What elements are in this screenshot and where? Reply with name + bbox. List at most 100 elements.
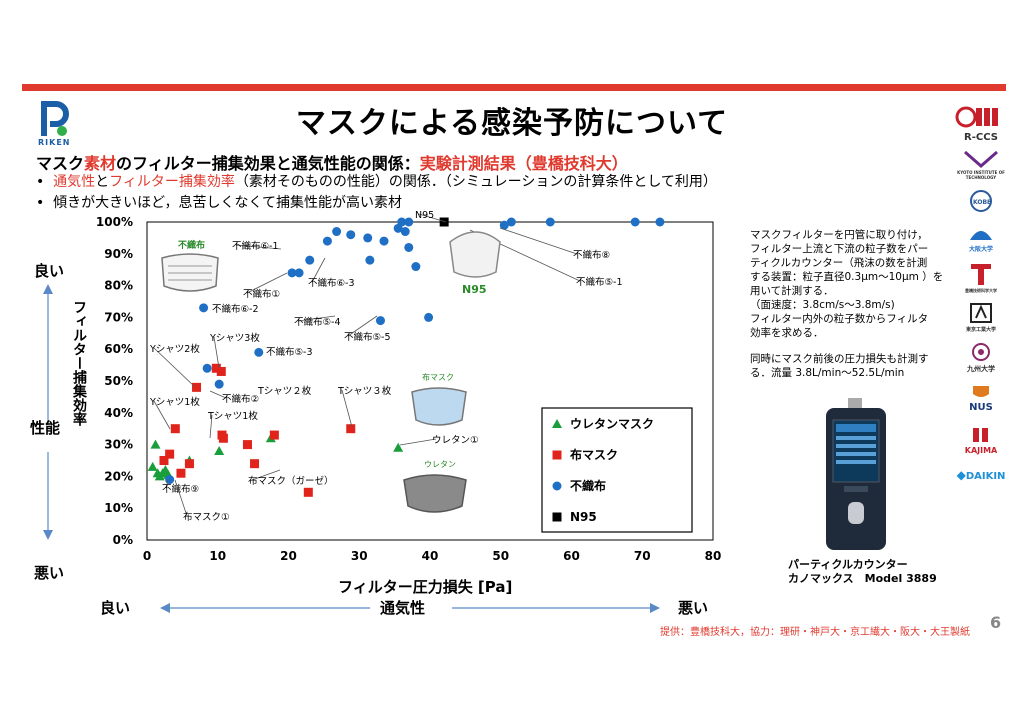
x-tick-label: 80 <box>705 549 722 563</box>
measurement-note: マスクフィルターを円管に取り付け， フィルター上流と下流の粒子数をパー ティクルカウ… <box>750 228 980 380</box>
scatter-point <box>216 366 226 376</box>
bullet-2: • 傾きが大きいほど，息苦しくなくて捕集性能が高い素材 <box>36 195 403 211</box>
y-axis-title: フィルター捕集効率 <box>71 300 87 426</box>
scatter-point <box>165 449 175 459</box>
note-line: 用いて計測する． <box>750 285 834 297</box>
scatter-point <box>655 217 665 227</box>
subtitle-part: のフィルター捕集効果と通気性能の関係： <box>116 154 420 173</box>
annotation-label: Yシャツ2枚 <box>149 343 200 355</box>
logo-r-ccs: R-CCS <box>952 104 1010 143</box>
scatter-point <box>397 217 407 227</box>
label-ventilation: 通気性 <box>380 599 426 617</box>
y-tick-label: 60% <box>104 342 133 356</box>
scatter-point <box>269 430 279 440</box>
y-tick-label: 10% <box>104 501 133 515</box>
scatter-point <box>630 217 640 227</box>
scatter-point <box>294 268 304 278</box>
scatter-point <box>218 433 228 443</box>
scatter-point <box>379 236 389 246</box>
bullet-part: と <box>95 174 110 190</box>
annotation-leader-line <box>311 257 326 283</box>
logo-text: R-CCS <box>964 132 998 143</box>
logo-text: KAJIMA <box>964 446 998 455</box>
annotation-leader-line <box>209 414 213 439</box>
logo-text: NUS <box>969 402 993 413</box>
urethane-mask-illustration: ウレタン <box>403 460 467 513</box>
note-line: ティクルカウンター（飛沫の数を計測 <box>750 257 928 269</box>
mask-label-cloth: 布マスク <box>422 372 454 382</box>
mask-label-urethane: ウレタン <box>424 460 456 469</box>
bullet-part: フィルター捕集効率 <box>109 174 235 190</box>
logo-kit: KYOTO INSTITUTE OF TECHNOLOGY <box>952 150 1010 186</box>
nonwoven-mask-illustration: 不織布 <box>161 239 219 292</box>
scatter-point <box>400 227 410 237</box>
subtitle-part: 素材 <box>84 154 117 173</box>
scatter-point <box>254 347 264 357</box>
note-line: マスクフィルターを円管に取り付け， <box>750 229 928 241</box>
logo-nus: NUS <box>952 384 1010 420</box>
scatter-point <box>214 445 225 455</box>
subtitle-part: 実験計測結果（豊橋技科大） <box>419 154 628 173</box>
label-good-left: 良い <box>100 599 131 617</box>
note-line: 同時にマスク前後の圧力損失も計測す <box>750 353 929 365</box>
y-tick-label: 90% <box>104 247 133 261</box>
annotation-label: N95 <box>415 210 434 221</box>
annotation-label: 布マスク① <box>183 511 230 523</box>
device-caption-2: カノマックス Model 3889 <box>788 572 937 585</box>
riken-logo-text: RIKEN <box>38 138 71 147</box>
mask-label-n95: N95 <box>462 283 487 296</box>
logo-text: 九州大学 <box>967 365 995 373</box>
logo-daikin: ◆DAIKIN <box>956 468 1006 482</box>
annotation-leader-line <box>213 336 220 369</box>
note-line: る．流量 3.8L/min～52.5L/min <box>750 367 905 379</box>
annotation-label: 不織布② <box>222 393 259 405</box>
annotation-label: Yシャツ1枚 <box>149 396 200 408</box>
logo-text: 大阪大学 <box>968 246 993 253</box>
logo-text: KYOTO INSTITUTE OF TECHNOLOGY <box>957 170 1005 180</box>
logo-tokyo-tech: 東京工業大学 <box>952 302 1010 338</box>
annotation-leader-line <box>174 479 188 517</box>
note-line: フィルター上流と下流の粒子数をパー <box>750 243 929 255</box>
label-performance: 性能 <box>30 419 61 437</box>
scatter-point <box>192 382 202 392</box>
logo-kajima: KAJIMA <box>952 426 1010 462</box>
annotation-label: ウレタン① <box>432 435 479 446</box>
scatter-point <box>199 303 209 313</box>
y-tick-label: 20% <box>104 469 133 483</box>
x-tick-label: 70 <box>634 549 651 563</box>
scatter-point <box>250 459 260 469</box>
scatter-point <box>211 363 221 373</box>
note-line: 効率を求める． <box>750 327 824 339</box>
logo-kobe: KOBE <box>952 188 1010 216</box>
y-tick-label: 50% <box>104 374 133 388</box>
scatter-point <box>346 230 356 240</box>
annotation-leader-line <box>153 347 196 388</box>
annotation-label: 不織布⑤-5 <box>344 331 391 343</box>
x-tick-label: 10 <box>209 549 226 563</box>
annotation-label: 不織布⑧ <box>573 249 610 261</box>
x-tick-label: 0 <box>143 549 151 563</box>
scatter-point <box>346 424 356 434</box>
cloth-mask-illustration: 布マスク <box>411 372 467 426</box>
logo-toyohashi: 豊橋技術科学大学 <box>952 262 1010 298</box>
logo-text: 東京工業大学 <box>965 327 996 333</box>
scatter-point <box>176 468 186 478</box>
legend-marker <box>552 512 562 522</box>
vertical-arrow-icon <box>43 284 53 540</box>
bullet-1: • 通気性とフィルター捕集効率（素材そのものの性能）の関係．（シミュレーションの… <box>36 174 717 190</box>
device-caption-1: パーティクルカウンター <box>788 558 908 571</box>
label-bad-right: 悪い <box>678 599 709 617</box>
legend-label: N95 <box>570 510 597 524</box>
x-tick-label: 20 <box>280 549 297 563</box>
scatter-point <box>411 262 421 272</box>
annotation-leader-line <box>341 389 353 428</box>
bullet-part: 通気性 <box>53 174 96 190</box>
riken-logo-icon <box>41 101 69 136</box>
scatter-point <box>439 217 449 227</box>
scatter-point <box>184 459 194 469</box>
legend-label: 布マスク <box>570 447 618 462</box>
annotation-label: Yシャツ3枚 <box>209 332 260 344</box>
legend-marker <box>552 419 562 428</box>
note-line: （面速度：3.8cm/s～3.8m/s) <box>750 299 895 311</box>
